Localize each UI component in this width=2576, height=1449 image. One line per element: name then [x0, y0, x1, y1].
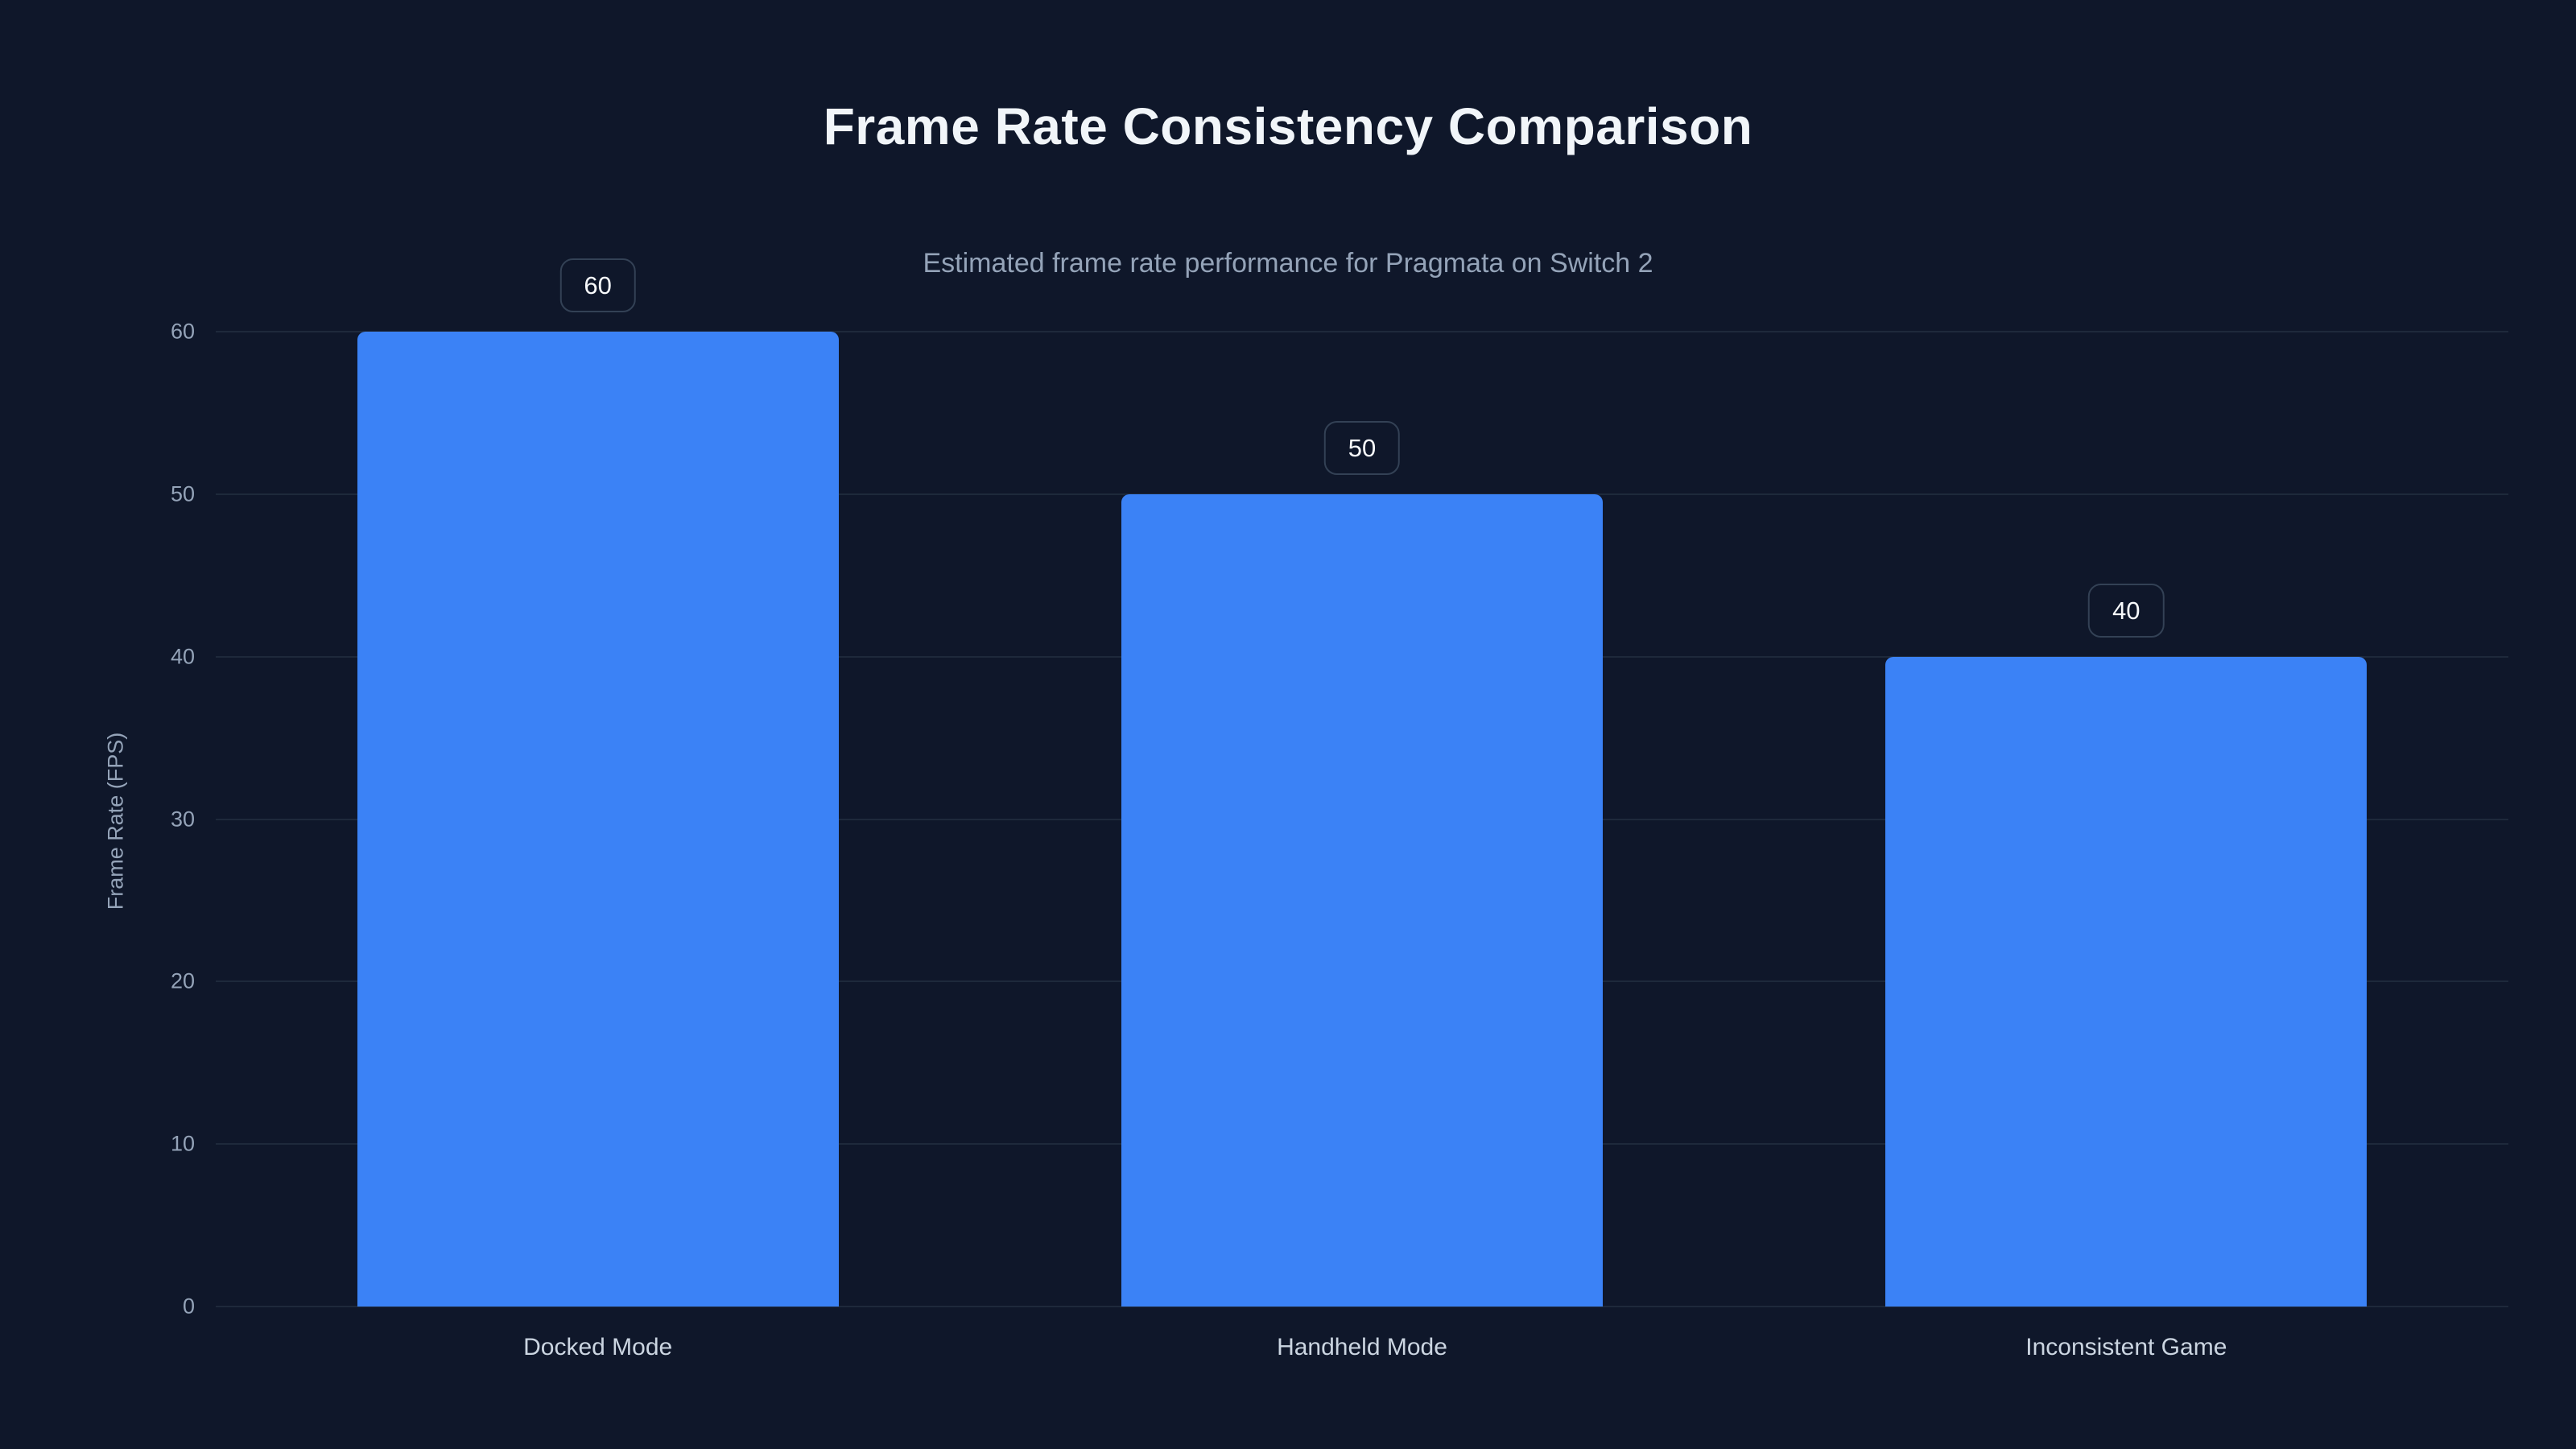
chart-subtitle: Estimated frame rate performance for Pra… — [923, 248, 1653, 279]
bar-category-label: Docked Mode — [523, 1334, 673, 1360]
bar-value-badge: 40 — [2088, 583, 2165, 638]
bar-category-label: Handheld Mode — [1277, 1334, 1447, 1360]
y-axis-label: Frame Rate (FPS) — [103, 732, 128, 910]
bar-docked-mode — [357, 332, 839, 1307]
bar-value-badge: 50 — [1323, 420, 1401, 475]
gridline — [216, 1306, 2508, 1307]
y-axis-tick-label: 0 — [182, 1294, 195, 1319]
y-axis-tick-label: 50 — [170, 481, 195, 506]
y-axis-tick-label: 30 — [170, 807, 195, 831]
y-axis-tick-label: 10 — [170, 1131, 195, 1156]
chart-title: Frame Rate Consistency Comparison — [823, 97, 1753, 155]
bar-category-label: Inconsistent Game — [2025, 1334, 2227, 1360]
gridline — [216, 331, 2508, 332]
bar-value-badge: 60 — [559, 258, 636, 312]
y-axis-tick-label: 40 — [170, 644, 195, 669]
bar-inconsistent-game — [1885, 656, 2368, 1307]
y-axis-tick-label: 60 — [170, 319, 195, 344]
bar-column: 50 Handheld Mode — [980, 332, 1744, 1360]
bar-column: 40 Inconsistent Game — [1744, 332, 2508, 1360]
bars-container: 60 Docked Mode 50 Handheld Mode 40 Inconsiste… — [216, 258, 2508, 1360]
y-axis-tick-label: 20 — [170, 968, 195, 993]
bar-handheld-mode — [1121, 493, 1604, 1307]
plot-area: 0 10 20 30 40 50 60 60 Docked Mode 50 Handheld Mod… — [171, 258, 2508, 1360]
bar-column: 60 Docked Mode — [216, 258, 980, 1360]
